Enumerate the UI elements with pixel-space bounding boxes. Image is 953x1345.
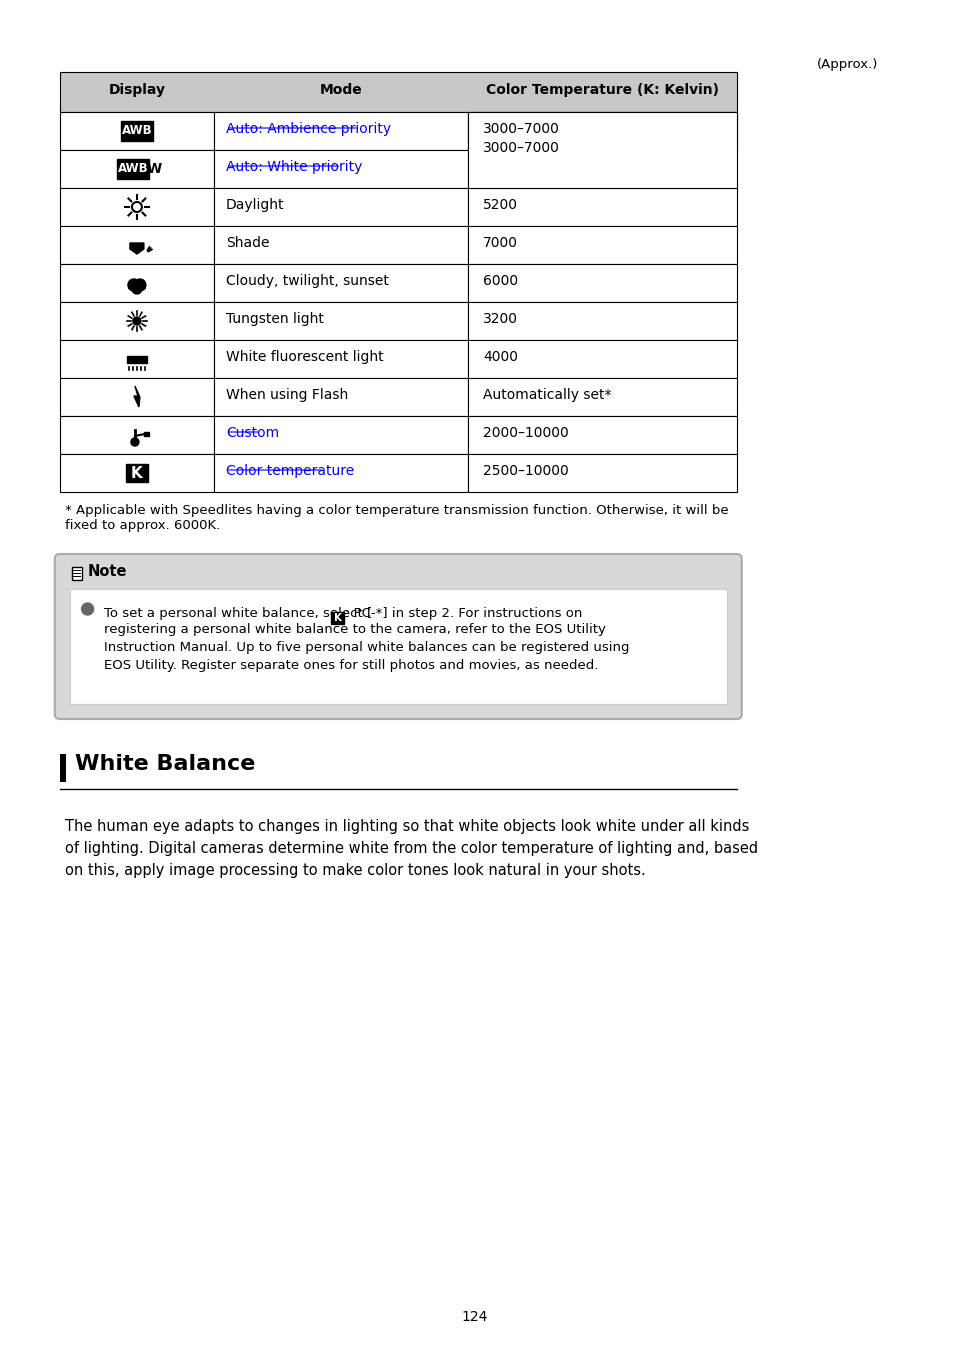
Text: Automatically set*: Automatically set* <box>482 387 611 402</box>
Bar <box>468 188 736 226</box>
Bar <box>330 612 344 624</box>
Bar <box>468 112 736 188</box>
Circle shape <box>132 284 142 295</box>
Bar <box>60 73 736 112</box>
Bar <box>60 455 213 492</box>
Bar <box>213 151 468 188</box>
Text: Note: Note <box>88 564 127 578</box>
Text: K: K <box>131 465 143 480</box>
Bar <box>144 432 149 436</box>
Text: Mode: Mode <box>319 83 362 97</box>
Text: Color temperature: Color temperature <box>226 464 354 477</box>
Text: : PC-*] in step 2. For instructions on: : PC-*] in step 2. For instructions on <box>345 607 582 620</box>
Bar <box>468 340 736 378</box>
Bar <box>468 226 736 264</box>
Text: To set a personal white balance, select [: To set a personal white balance, select … <box>104 607 372 620</box>
Bar <box>60 303 213 340</box>
Bar <box>213 455 468 492</box>
Text: 7000: 7000 <box>482 235 517 250</box>
Polygon shape <box>130 243 144 254</box>
Text: 2500–10000: 2500–10000 <box>482 464 568 477</box>
Text: Color Temperature (K: Kelvin): Color Temperature (K: Kelvin) <box>485 83 719 97</box>
Bar <box>70 589 726 703</box>
Bar <box>468 264 736 303</box>
Bar <box>60 188 213 226</box>
Text: 3000–7000: 3000–7000 <box>482 141 559 155</box>
Text: W: W <box>146 161 161 176</box>
Bar <box>213 264 468 303</box>
Text: When using Flash: When using Flash <box>226 387 348 402</box>
Bar <box>213 340 468 378</box>
Bar <box>213 378 468 416</box>
Text: AWB: AWB <box>121 125 152 137</box>
Text: Daylight: Daylight <box>226 198 284 213</box>
Text: 6000: 6000 <box>482 274 517 288</box>
Text: (Approx.): (Approx.) <box>816 58 877 71</box>
Circle shape <box>131 438 139 447</box>
Text: Custom: Custom <box>226 426 279 440</box>
Bar <box>60 151 213 188</box>
Bar <box>213 112 468 151</box>
Circle shape <box>133 278 146 291</box>
Bar <box>60 378 213 416</box>
Text: 4000: 4000 <box>482 350 517 364</box>
Text: 3200: 3200 <box>482 312 517 325</box>
Bar <box>60 264 213 303</box>
Text: Cloudy, twilight, sunset: Cloudy, twilight, sunset <box>226 274 389 288</box>
Text: K: K <box>334 613 341 623</box>
Bar <box>468 303 736 340</box>
Text: 3000–7000: 3000–7000 <box>482 122 559 136</box>
Text: Display: Display <box>109 83 165 97</box>
Text: White Balance: White Balance <box>74 755 254 773</box>
Text: * Applicable with Speedlites having a color temperature transmission function. O: * Applicable with Speedlites having a co… <box>65 504 727 533</box>
Bar <box>60 226 213 264</box>
Bar <box>213 188 468 226</box>
Text: Auto: Ambience priority: Auto: Ambience priority <box>226 122 391 136</box>
Bar <box>213 416 468 455</box>
Bar <box>60 112 213 151</box>
Text: 2000–10000: 2000–10000 <box>482 426 568 440</box>
Text: 124: 124 <box>461 1310 488 1323</box>
Circle shape <box>128 278 140 291</box>
Bar <box>468 112 736 151</box>
Text: registering a personal white balance to the camera, refer to the EOS Utility
Ins: registering a personal white balance to … <box>104 623 628 672</box>
Bar <box>121 121 152 141</box>
Bar <box>468 416 736 455</box>
Polygon shape <box>133 386 140 408</box>
Text: 5200: 5200 <box>482 198 517 213</box>
Bar <box>128 282 146 289</box>
Bar <box>60 416 213 455</box>
Text: White fluorescent light: White fluorescent light <box>226 350 383 364</box>
Bar <box>71 568 82 580</box>
Text: Shade: Shade <box>226 235 270 250</box>
Bar <box>468 378 736 416</box>
FancyBboxPatch shape <box>54 554 741 720</box>
Text: The human eye adapts to changes in lighting so that white objects look white und: The human eye adapts to changes in light… <box>65 819 757 878</box>
Bar <box>213 303 468 340</box>
Bar <box>213 226 468 264</box>
Circle shape <box>132 317 141 325</box>
Bar <box>60 340 213 378</box>
Bar <box>126 464 148 482</box>
Bar <box>127 356 147 363</box>
Bar <box>468 455 736 492</box>
Text: Tungsten light: Tungsten light <box>226 312 324 325</box>
Text: AWB: AWB <box>117 163 148 175</box>
Text: Auto: White priority: Auto: White priority <box>226 160 362 174</box>
Circle shape <box>82 603 93 615</box>
Bar <box>60 755 66 781</box>
Bar <box>117 159 149 179</box>
